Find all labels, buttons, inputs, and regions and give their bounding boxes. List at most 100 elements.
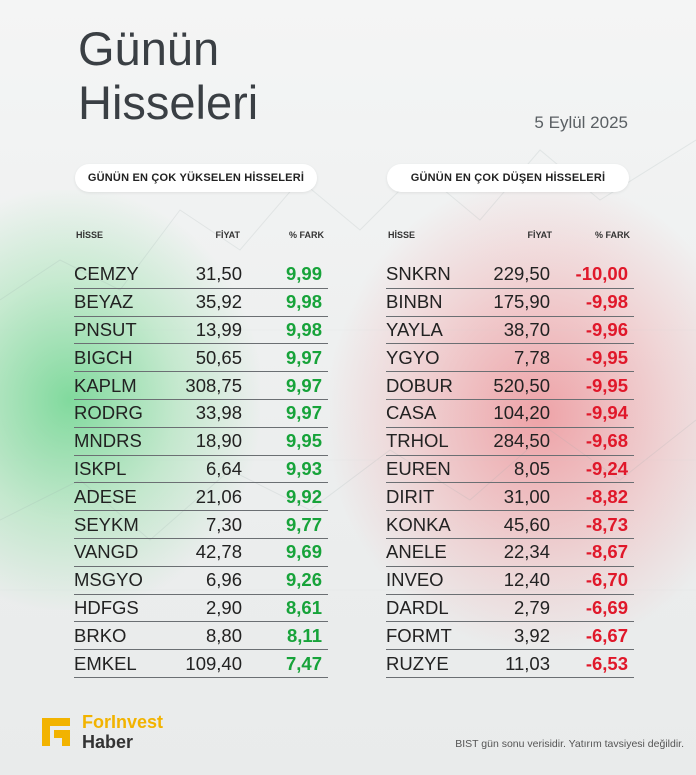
stock-symbol: INVEO [386, 569, 444, 591]
title-line-1: Günün [78, 22, 220, 75]
stock-change: -9,95 [585, 374, 628, 396]
stock-change: 9,99 [285, 263, 322, 285]
stock-price: 104,20 [493, 402, 550, 424]
stock-change: -9,96 [585, 318, 628, 340]
table-row: TRHOL 284,50 -9,68 [386, 428, 634, 456]
stock-price: 7,30 [205, 513, 242, 535]
stock-change: 9,97 [285, 346, 322, 368]
table-row: SEYKM 7,30 9,77 [74, 511, 328, 539]
stock-change: 9,77 [285, 513, 322, 535]
losers-rows: SNKRN 229,50 -10,00 BINBN 175,90 -9,98 YAYLA 38… [386, 261, 634, 678]
table-row: FORMT 3,92 -6,67 [386, 622, 634, 651]
stock-price: 175,90 [493, 291, 550, 313]
stock-price: 31,50 [195, 263, 242, 285]
stock-symbol: ISKPL [74, 457, 127, 479]
stock-symbol: MSGYO [74, 569, 143, 591]
stock-symbol: TRHOL [386, 430, 449, 452]
stock-price: 6,96 [205, 569, 242, 591]
table-row: ISKPL 6,64 9,93 [74, 456, 328, 484]
table-row: CASA 104,20 -9,94 [386, 400, 634, 428]
stock-price: 33,98 [195, 402, 242, 424]
stock-symbol: YAYLA [386, 318, 443, 340]
stock-change: 9,93 [285, 457, 322, 479]
column-header-hisse: HİSSE [388, 230, 416, 240]
date-label: 5 Eylül 2025 [534, 113, 628, 132]
table-row: BRKO 8,80 8,11 [74, 622, 328, 651]
table-row: DARDL 2,79 -6,69 [386, 595, 634, 623]
stock-symbol: SNKRN [386, 263, 451, 285]
stock-symbol: BINBN [386, 291, 443, 313]
stock-symbol: VANGD [74, 541, 139, 563]
stock-price: 50,65 [195, 346, 242, 368]
table-row: PNSUT 13,99 9,98 [74, 317, 328, 345]
stock-change: -6,67 [585, 624, 628, 646]
stock-price: 31,00 [503, 485, 550, 507]
stock-price: 11,03 [505, 652, 550, 674]
stock-price: 7,78 [513, 346, 550, 368]
stock-symbol: DOBUR [386, 374, 453, 396]
stock-change: 7,47 [285, 652, 322, 674]
page-title: Günün Hisseleri [78, 22, 258, 130]
table-row: INVEO 12,40 -6,70 [386, 567, 634, 595]
stock-price: 6,64 [205, 457, 242, 479]
stock-symbol: RODRG [74, 402, 143, 424]
table-row: EMKEL 109,40 7,47 [74, 650, 328, 678]
brand-line-2: Haber [82, 732, 134, 752]
stock-price: 3,92 [513, 624, 550, 646]
stock-symbol: HDFGS [74, 596, 139, 618]
stock-price: 22,34 [503, 541, 550, 563]
table-row: KAPLM 308,75 9,97 [74, 372, 328, 400]
losers-table-header: HİSSE FİYAT % FARK [386, 223, 634, 247]
red-glow [330, 180, 696, 650]
table-row: SNKRN 229,50 -10,00 [386, 261, 634, 289]
stock-price: 45,60 [503, 513, 550, 535]
table-row: MNDRS 18,90 9,95 [74, 428, 328, 456]
gainers-rows: CEMZY 31,50 9,99 BEYAZ 35,92 9,98 PNSUT 13,99 9,… [74, 261, 328, 678]
stock-symbol: KAPLM [74, 374, 137, 396]
stock-price: 229,50 [493, 263, 550, 285]
table-row: KONKA 45,60 -8,73 [386, 511, 634, 539]
stock-change: 8,11 [287, 624, 322, 646]
stock-change: -9,24 [585, 457, 628, 479]
losers-heading: GÜNÜN EN ÇOK DÜŞEN HİSSELERİ [387, 164, 629, 192]
stock-change: 9,98 [285, 291, 322, 313]
stock-symbol: PNSUT [74, 318, 137, 340]
table-row: VANGD 42,78 9,69 [74, 539, 328, 567]
stock-price: 38,70 [503, 318, 550, 340]
stock-price: 42,78 [195, 541, 242, 563]
stock-change: -9,68 [585, 430, 628, 452]
stock-symbol: BRKO [74, 624, 127, 646]
column-header-fiyat: FİYAT [215, 230, 240, 240]
stock-symbol: BEYAZ [74, 291, 134, 313]
stock-change: -6,69 [585, 596, 628, 618]
stock-price: 2,90 [205, 596, 242, 618]
stock-price: 8,80 [205, 624, 242, 646]
stock-change: -9,94 [585, 402, 628, 424]
table-row: HDFGS 2,90 8,61 [74, 595, 328, 623]
stock-symbol: EUREN [386, 457, 451, 479]
gainers-table-header: HİSSE FİYAT % FARK [74, 223, 328, 247]
stock-change: 9,98 [285, 318, 322, 340]
stock-symbol: DIRIT [386, 485, 435, 507]
stock-price: 520,50 [493, 374, 550, 396]
stock-symbol: CASA [386, 402, 437, 424]
green-glow [0, 190, 260, 610]
table-row: EUREN 8,05 -9,24 [386, 456, 634, 484]
footnote: BIST gün sonu verisidir. Yatırım tavsiye… [455, 738, 684, 750]
table-row: CEMZY 31,50 9,99 [74, 261, 328, 289]
stock-change: -9,98 [585, 291, 628, 313]
stock-symbol: MNDRS [74, 430, 142, 452]
table-row: RUZYE 11,03 -6,53 [386, 650, 634, 678]
stock-symbol: YGYO [386, 346, 440, 368]
stock-change: 9,69 [285, 541, 322, 563]
stock-change: 9,92 [285, 485, 322, 507]
stock-change: -10,00 [575, 263, 628, 285]
column-header-fiyat: FİYAT [527, 230, 552, 240]
stock-change: -6,70 [585, 569, 628, 591]
stock-price: 35,92 [195, 291, 242, 313]
brand-name: ForInvest Haber [82, 712, 163, 752]
stock-change: -9,95 [585, 346, 628, 368]
title-line-2: Hisseleri [78, 76, 259, 129]
stock-price: 12,40 [503, 569, 550, 591]
